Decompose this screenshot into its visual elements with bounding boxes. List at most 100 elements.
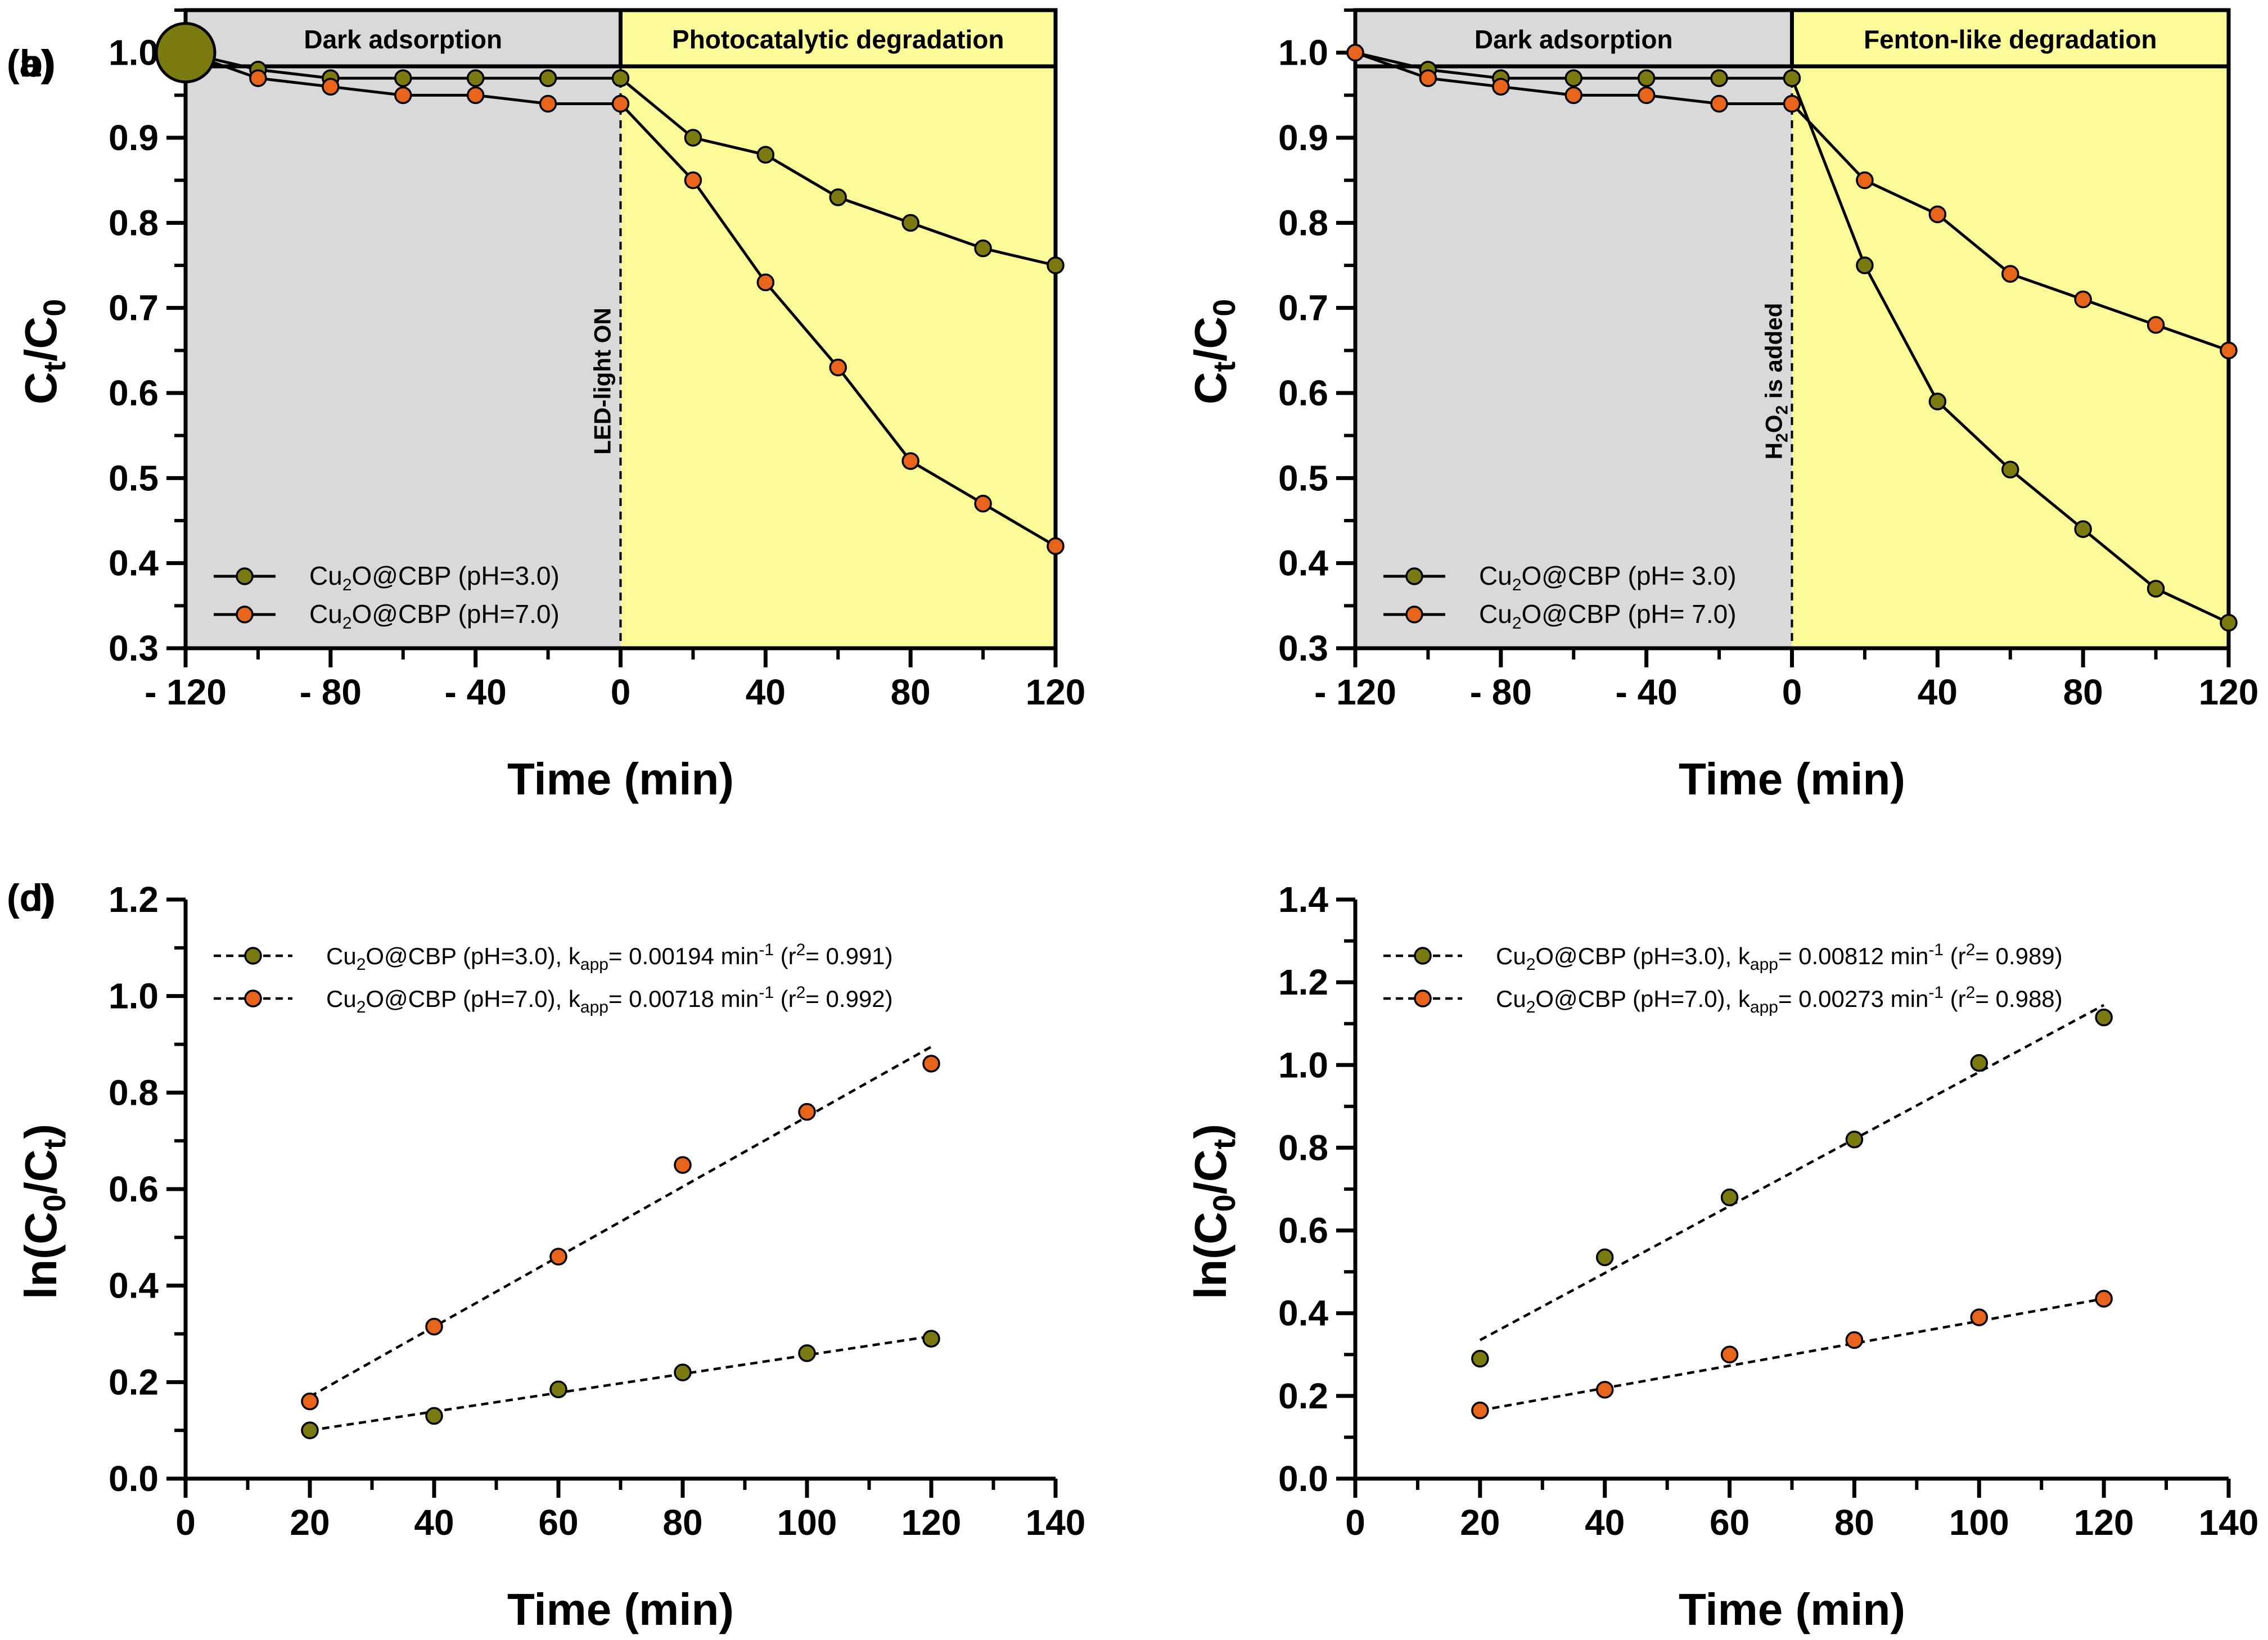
panel-b-y-tick-label: 0.4 — [1278, 543, 1328, 584]
panel-c-legend-sub2: app — [580, 955, 608, 974]
panel-a-x-tick-label: - 80 — [300, 672, 362, 712]
panel-b-legend-post: O@CBP (pH= 3.0) — [1522, 561, 1737, 590]
panel-b-y-tick-label: 0.7 — [1278, 288, 1328, 328]
panel-c-legend-post: = 0.991) — [805, 943, 892, 969]
panel-a-series-2-point — [394, 86, 412, 105]
panel-a-legend-pre: Cu — [309, 599, 342, 629]
panel-a-series-2-point — [684, 171, 702, 189]
panel-c-legend-mid3: (r — [774, 986, 796, 1012]
panel-a-y-tick-label: 0.4 — [109, 543, 159, 584]
panel-c-y-tick-label: 0.4 — [109, 1266, 159, 1306]
panel-b-marker-sub1: 2 — [1773, 433, 1792, 442]
panel-a-y-tick-label: 0.3 — [109, 628, 159, 668]
panel-c-series-1-fit-line — [309, 1335, 932, 1432]
panel-d-legend-pre: Cu — [1496, 986, 1526, 1012]
panel-d-y-tick-label: 1.0 — [1278, 1045, 1328, 1085]
panel-c-series-2-fit-line — [309, 1045, 932, 1398]
panel-d-legend-mid3: (r — [1944, 943, 1966, 969]
panel-d-legend-mid: O@CBP (pH=7.0), k — [1535, 986, 1750, 1012]
panel-b-series-2-point — [2001, 265, 2019, 283]
panel-d-legend-pre: Cu — [1496, 943, 1526, 969]
panel-d-series-2-fit-line — [1480, 1297, 2104, 1412]
panel-a-y-tick-label: 0.7 — [109, 288, 159, 328]
panel-c-y-tick-label: 0.8 — [109, 1072, 159, 1113]
panel-d-series-2-point — [1595, 1381, 1614, 1399]
panel-d-y-tick-label: 1.4 — [1278, 879, 1328, 920]
panel-d-series-1-point — [2095, 1008, 2113, 1027]
panel-a-series-1-point — [1047, 256, 1065, 274]
panel-b-legend-label: Cu2O@CBP (pH= 3.0) — [1479, 561, 1737, 594]
panel-a-x-tick-label: - 120 — [145, 672, 227, 712]
panel-d-x-axis-title: Time (min) — [1679, 1584, 1905, 1634]
panel-c-series-1-point — [301, 1421, 319, 1439]
panel-d-y-tick-label: 0.2 — [1278, 1376, 1328, 1416]
panel-d-legend-marker — [1414, 947, 1432, 965]
panel-a-y-tick-label: 0.5 — [109, 458, 159, 498]
panel-a-y-title-sub2: 0 — [37, 299, 72, 317]
panel-d-legend-sup2: 2 — [1966, 983, 1976, 1002]
panel-b-y-axis-title: Ct/C0 — [1185, 299, 1242, 405]
panel-a-legend-sub: 2 — [342, 614, 352, 632]
panel-a-legend-label: Cu2O@CBP (pH=7.0) — [309, 599, 560, 632]
panel-c-x-tick-label: 80 — [662, 1502, 702, 1543]
panel-c-x-tick-label: 140 — [1026, 1502, 1086, 1543]
panel-d-x-tick-label: 140 — [2199, 1502, 2259, 1543]
panel-c-series-1-point — [798, 1344, 816, 1362]
panel-a-dark-band — [186, 10, 621, 648]
panel-d-x-tick-label: 100 — [1949, 1502, 2009, 1543]
panel-a-legend-pre: Cu — [309, 561, 342, 590]
panel-d-y-tick-label: 0.6 — [1278, 1210, 1328, 1251]
panel-d-y-title-main: ln(C — [1185, 1212, 1236, 1299]
panel-d-legend-post: = 0.989) — [1975, 943, 2062, 969]
panel-a-series-2-point — [466, 86, 485, 105]
panel-d-legend-mid: O@CBP (pH=3.0), k — [1535, 943, 1750, 969]
panel-b-y-tick-label: 0.3 — [1278, 628, 1328, 668]
panel-d-legend-sub: 2 — [1526, 998, 1536, 1016]
panel-a-light-band — [620, 10, 1056, 648]
panel-b-series-1-point — [1856, 256, 1874, 274]
panel-c-y-title-end: ) — [16, 1124, 66, 1139]
panel-b-marker-pre: H — [1761, 442, 1787, 459]
panel-c-y-title-mid: /C — [16, 1149, 66, 1194]
panel-b-band-right-label: Fenton-like degradation — [1864, 25, 2157, 54]
panel-b-y-tick-label: 0.9 — [1278, 118, 1328, 158]
panel-d-legend-sub2: app — [1750, 998, 1778, 1016]
panel-b-legend-sub: 2 — [1512, 576, 1522, 594]
panel-d-legend-sup: -1 — [1928, 983, 1944, 1002]
panel-b-y-tick-label: 1.0 — [1278, 33, 1328, 73]
panel-d-series-1-point — [1970, 1054, 1989, 1072]
panel-b-legend-label: Cu2O@CBP (pH= 7.0) — [1479, 599, 1737, 632]
panel-c-x-tick-label: 60 — [538, 1502, 578, 1543]
panel-a-x-tick-label: 80 — [891, 672, 931, 712]
panel-c-legend-pre: Cu — [326, 986, 357, 1012]
panel-d-legend-post: = 0.988) — [1975, 986, 2062, 1012]
panel-c-series-1-point — [922, 1330, 940, 1348]
panel-d-x-tick-label: 120 — [2074, 1502, 2134, 1543]
panel-d-legend-sup2: 2 — [1966, 941, 1976, 959]
panel-a-y-title-main: C — [16, 372, 66, 405]
panel-a-series-1-point — [901, 214, 919, 232]
panel-d-x-tick-label: 80 — [1834, 1502, 1874, 1543]
panel-d-y-tick-label: 1.2 — [1278, 962, 1328, 1002]
panel-d-legend-mid3: (r — [1944, 986, 1966, 1012]
panel-d-y-title-sub2: t — [1206, 1139, 1242, 1150]
panel-c-series-2-point — [798, 1103, 816, 1121]
panel-d-legend-marker — [1414, 990, 1432, 1008]
panel-c-legend-label: Cu2O@CBP (pH=3.0), kapp= 0.00194 min-1 (… — [326, 941, 893, 974]
panel-b-dark-band — [1355, 10, 1792, 648]
panel-b-series-1-point — [2001, 460, 2019, 478]
panel-b-series-1-point — [1783, 69, 1801, 87]
panel-c-legend-sup: -1 — [759, 941, 774, 959]
panel-a-series-2-point — [322, 78, 340, 96]
panel-c-series-2-point — [425, 1317, 443, 1336]
panel-c-y-title-sub2: t — [37, 1139, 72, 1150]
panel-d-series-1-fit-line — [1479, 1004, 2105, 1341]
panel-d-series-2-point — [2095, 1290, 2113, 1308]
panel-a-legend-post: O@CBP (pH=7.0) — [352, 599, 560, 629]
panel-b-x-tick-label: - 40 — [1616, 672, 1678, 712]
panel-a-band-left-label: Dark adsorption — [304, 25, 502, 54]
panel-a-series-2-point — [829, 358, 847, 377]
panel-c-y-tick-label: 0.2 — [109, 1362, 159, 1402]
panel-c-series-2-point — [301, 1392, 319, 1411]
panel-b-series-2-point — [1419, 69, 1437, 87]
